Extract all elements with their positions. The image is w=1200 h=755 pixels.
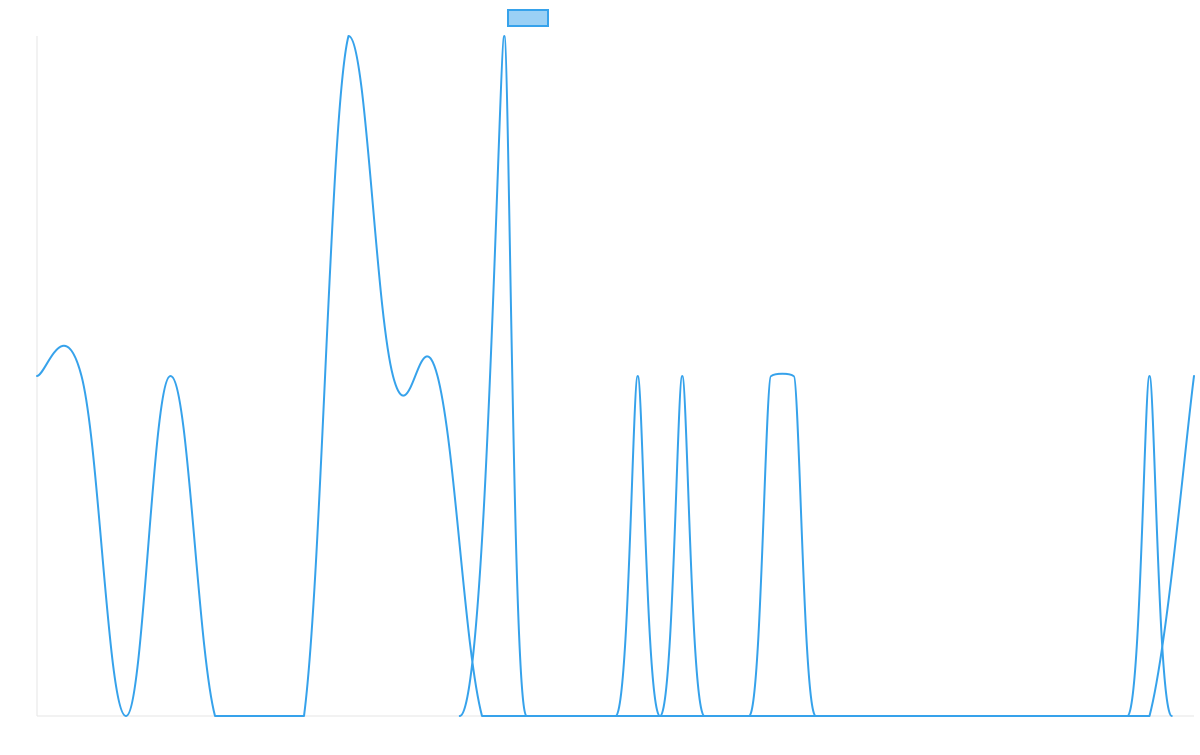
data-point[interactable] [168, 373, 174, 379]
data-point[interactable] [880, 713, 886, 719]
data-point[interactable] [924, 713, 930, 719]
spike-4 [1126, 375, 1173, 717]
data-point[interactable] [390, 373, 396, 379]
data-point[interactable] [1102, 713, 1108, 719]
spike-2 [659, 375, 706, 717]
data-point[interactable] [435, 373, 441, 379]
series-layer [34, 33, 1197, 719]
data-point[interactable] [1147, 713, 1153, 719]
data-point[interactable] [568, 713, 574, 719]
spike-3 [748, 372, 817, 717]
data-point[interactable] [1013, 713, 1019, 719]
legend-swatch[interactable] [507, 9, 549, 27]
series-line-0 [36, 35, 1195, 717]
spike-0 [458, 35, 528, 717]
data-point[interactable] [969, 713, 975, 719]
data-point[interactable] [1058, 713, 1064, 719]
data-point[interactable] [346, 33, 352, 39]
data-point[interactable] [123, 713, 129, 719]
data-point[interactable] [79, 373, 85, 379]
data-point[interactable] [212, 713, 218, 719]
data-point[interactable] [257, 713, 263, 719]
data-point[interactable] [34, 373, 40, 379]
data-point[interactable] [835, 713, 841, 719]
spike-1 [614, 375, 661, 717]
data-point[interactable] [1191, 373, 1197, 379]
data-point[interactable] [479, 713, 485, 719]
data-point[interactable] [791, 713, 797, 719]
data-point[interactable] [301, 713, 307, 719]
